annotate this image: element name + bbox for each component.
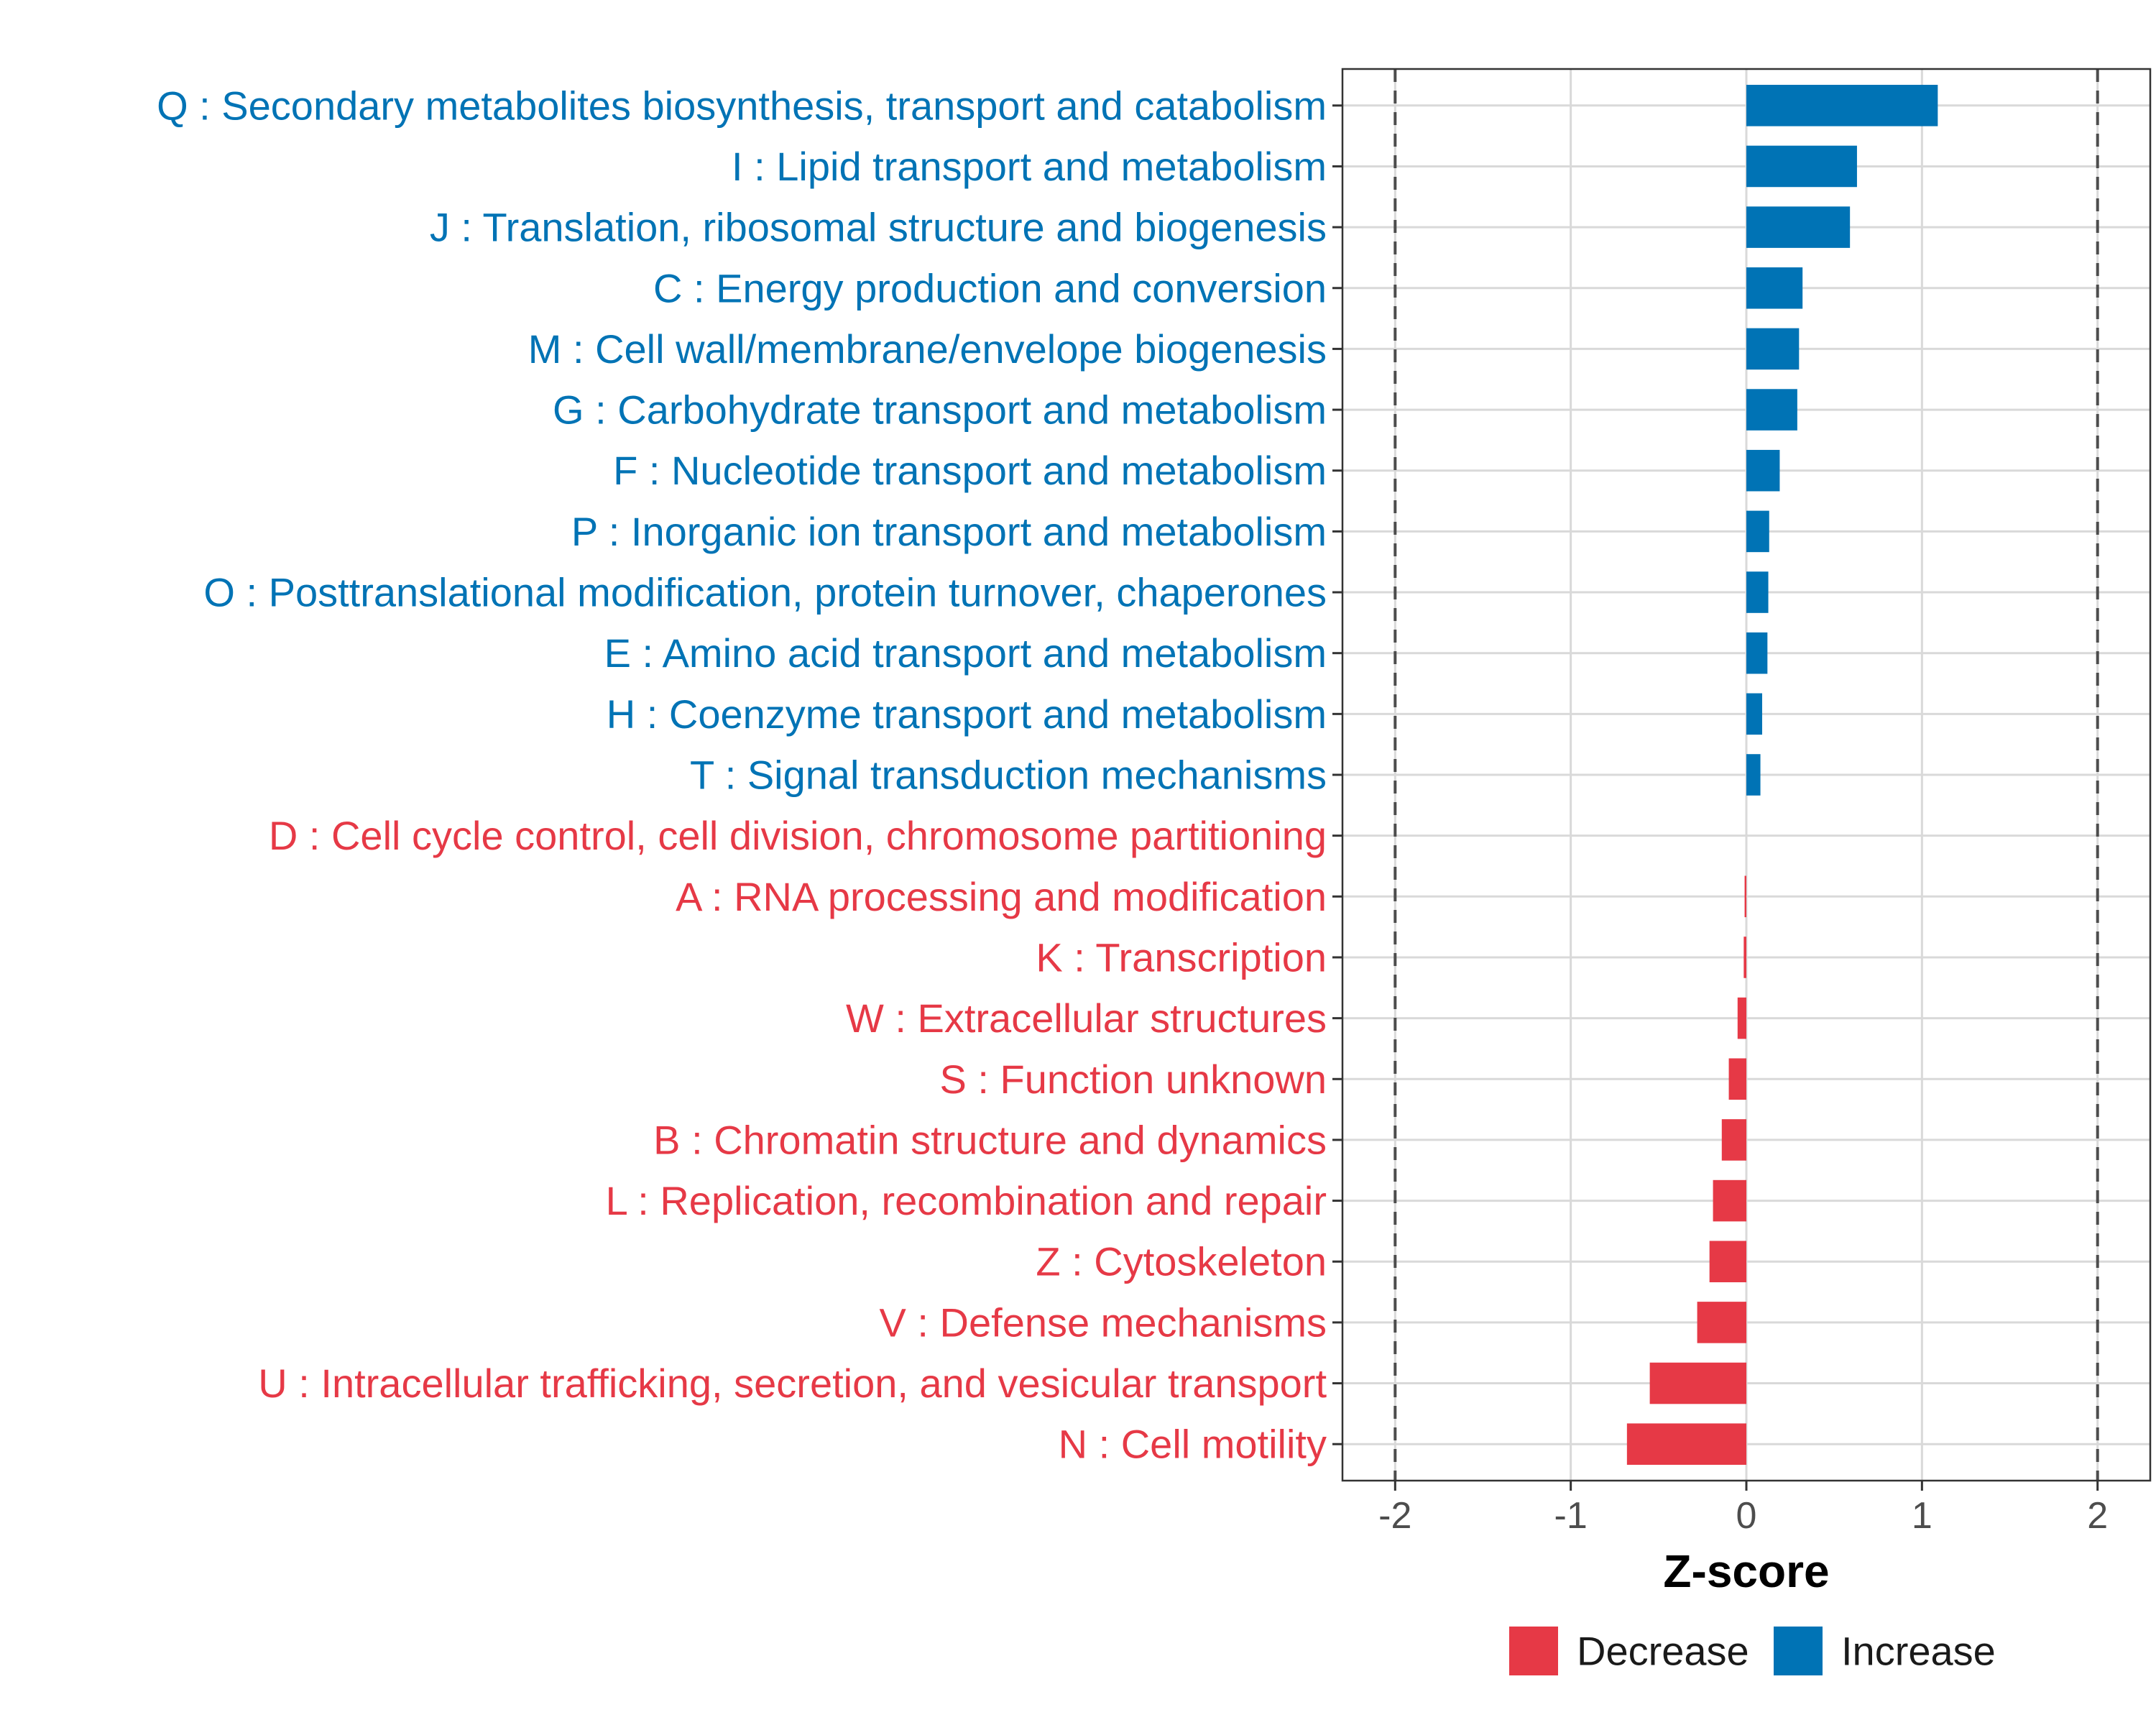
bar bbox=[1746, 328, 1800, 370]
bar bbox=[1713, 1179, 1746, 1222]
category-label: B : Chromatin structure and dynamics bbox=[653, 1117, 1327, 1162]
category-label: T : Signal transduction mechanisms bbox=[690, 753, 1327, 798]
category-label: N : Cell motility bbox=[1059, 1422, 1327, 1467]
legend: Decrease Increase bbox=[1509, 1627, 1996, 1675]
bar bbox=[1721, 1119, 1746, 1161]
legend-swatch-decrease bbox=[1509, 1627, 1558, 1675]
x-tick-label: 1 bbox=[1912, 1495, 1932, 1537]
category-label: G : Carbohydrate transport and metabolis… bbox=[553, 387, 1327, 433]
x-tick-label: 0 bbox=[1736, 1495, 1757, 1537]
bar bbox=[1746, 510, 1769, 553]
bar bbox=[1743, 937, 1746, 978]
category-label: C : Energy production and conversion bbox=[653, 265, 1327, 310]
bar bbox=[1746, 389, 1797, 431]
category-label: O : Posttranslational modification, prot… bbox=[203, 570, 1327, 615]
bar bbox=[1649, 1362, 1746, 1404]
category-label: V : Defense mechanisms bbox=[880, 1300, 1327, 1345]
bar bbox=[1746, 693, 1762, 735]
bar bbox=[1744, 875, 1746, 918]
category-label: S : Function unknown bbox=[939, 1057, 1327, 1102]
bar bbox=[1746, 267, 1803, 309]
category-label: J : Translation, ribosomal structure and… bbox=[430, 205, 1327, 250]
x-tick-label: 2 bbox=[2087, 1495, 2108, 1537]
bar bbox=[1728, 1058, 1746, 1100]
reference-lines bbox=[1393, 69, 2099, 1481]
legend-label-increase: Increase bbox=[1841, 1629, 1996, 1674]
bar bbox=[1746, 449, 1780, 492]
category-label: P : Inorganic ion transport and metaboli… bbox=[571, 509, 1327, 554]
category-label: F : Nucleotide transport and metabolism bbox=[613, 448, 1327, 493]
x-tick-label: -1 bbox=[1554, 1495, 1588, 1537]
bar bbox=[1746, 632, 1768, 674]
bar bbox=[1746, 145, 1857, 188]
category-label: W : Extracellular structures bbox=[846, 995, 1327, 1041]
category-label: K : Transcription bbox=[1036, 934, 1327, 980]
bar bbox=[1737, 997, 1746, 1039]
bar bbox=[1746, 85, 1938, 126]
legend-swatch-increase bbox=[1774, 1627, 1823, 1675]
x-axis-title: Z-score bbox=[1663, 1545, 1829, 1597]
bar-layer bbox=[1626, 85, 1938, 1465]
category-label: D : Cell cycle control, cell division, c… bbox=[269, 813, 1327, 858]
category-label: A : RNA processing and modification bbox=[676, 874, 1327, 919]
bar bbox=[1626, 1423, 1746, 1465]
legend-label-decrease: Decrease bbox=[1577, 1629, 1749, 1674]
bar bbox=[1697, 1302, 1746, 1343]
category-label: Z : Cytoskeleton bbox=[1036, 1239, 1327, 1284]
bar bbox=[1746, 571, 1769, 613]
bar bbox=[1709, 1241, 1746, 1283]
category-label: E : Amino acid transport and metabolism bbox=[604, 630, 1327, 676]
y-axis-ticks bbox=[1332, 104, 1342, 1445]
category-label: M : Cell wall/membrane/envelope biogenes… bbox=[528, 326, 1327, 372]
x-tick-label: -2 bbox=[1378, 1495, 1411, 1537]
bar bbox=[1746, 754, 1761, 796]
category-label: U : Intracellular trafficking, secretion… bbox=[258, 1361, 1327, 1406]
bar bbox=[1746, 206, 1851, 248]
category-label: L : Replication, recombination and repai… bbox=[606, 1178, 1327, 1223]
category-label: I : Lipid transport and metabolism bbox=[732, 144, 1327, 189]
category-labels: Q : Secondary metabolites biosynthesis, … bbox=[157, 83, 1327, 1466]
x-axis-ticks bbox=[1393, 1481, 2099, 1491]
category-label: H : Coenzyme transport and metabolism bbox=[607, 691, 1327, 737]
x-tick-labels: -2 -1 0 1 2 bbox=[1378, 1495, 2108, 1537]
category-label: Q : Secondary metabolites biosynthesis, … bbox=[157, 83, 1327, 128]
